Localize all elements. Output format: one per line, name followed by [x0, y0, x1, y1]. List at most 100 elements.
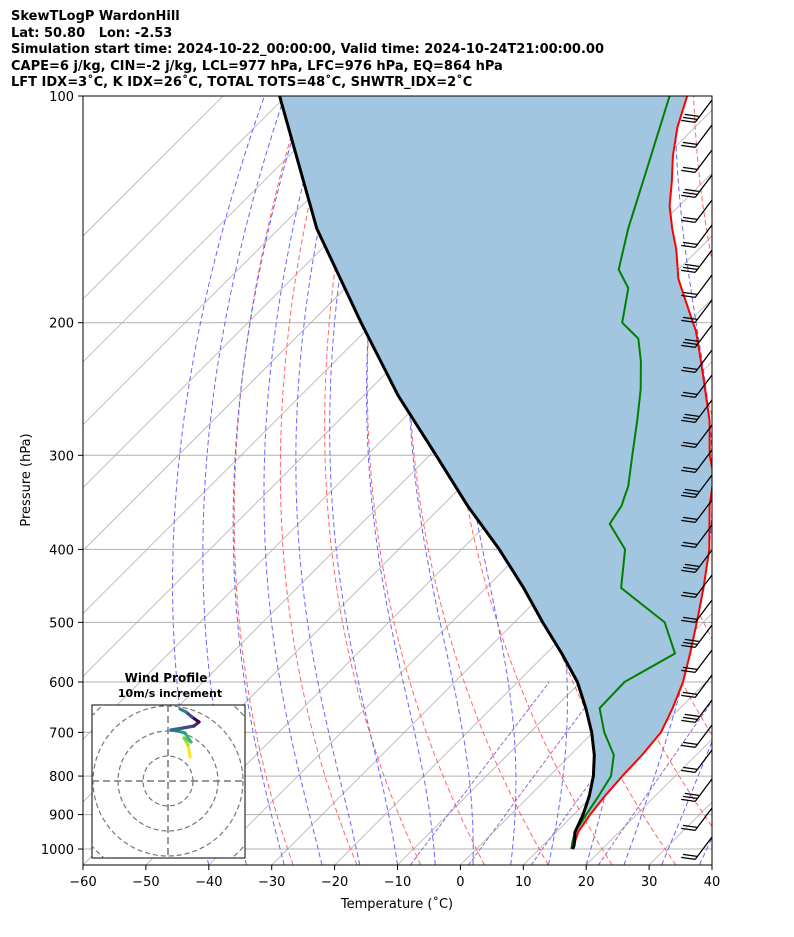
- hodograph-segment: [181, 724, 196, 730]
- wind-barb: [681, 807, 713, 832]
- inset-title: Wind Profile: [125, 671, 208, 685]
- y-tick-label: 200: [49, 317, 74, 332]
- moist-adiabat: [698, 836, 712, 865]
- moist-adiabat: [263, 96, 328, 865]
- location-line: Lat: 50.80 Lon: -2.53: [11, 25, 173, 41]
- moist-adiabat: [366, 96, 436, 865]
- wind-barb: [681, 549, 713, 574]
- wind-barb: [681, 524, 713, 549]
- wind-profile-inset: Wind Profile 10m/s increment: [91, 671, 246, 859]
- wind-barb: [681, 674, 713, 699]
- dry-adiabat: [366, 96, 485, 865]
- x-tick-label: 30: [641, 875, 658, 890]
- wind-barb: [681, 374, 713, 399]
- x-tick-label: −30: [258, 875, 285, 890]
- axis-ticks: −60 −50 −40 −30 −20 −10 0 10 20 30 40 1000 900 800 700…: [41, 90, 720, 890]
- wind-barb: [681, 324, 713, 349]
- y-axis-label: Pressure (hPa): [19, 433, 34, 526]
- x-tick-label: −20: [321, 875, 348, 890]
- mixing-ratio-line: [468, 681, 605, 865]
- moist-adiabat: [623, 96, 712, 865]
- wind-barbs: [681, 99, 713, 861]
- isotherm: [83, 96, 224, 237]
- moist-adiabat: [329, 96, 398, 865]
- parcel-line: [278, 96, 596, 850]
- y-tick-label: 1000: [41, 843, 74, 858]
- hodograph-segment: [186, 743, 192, 759]
- isotherm: [83, 96, 350, 363]
- isotherm: [775, 96, 794, 865]
- hodograph-segment: [169, 726, 185, 732]
- wind-barb: [681, 149, 713, 174]
- moist-adiabat: [232, 96, 306, 865]
- hodograph-segment: [178, 707, 188, 714]
- chart-title: SkewTLogP WardonHill: [11, 9, 180, 24]
- wind-barb: [681, 99, 713, 124]
- isotherm: [460, 612, 712, 865]
- inset-subtitle: 10m/s increment: [118, 687, 222, 700]
- wind-barb: [681, 574, 713, 599]
- wind-barb: [681, 599, 713, 624]
- isotherm: [334, 487, 712, 865]
- moist-adiabat: [661, 739, 712, 865]
- dry-adiabat: [279, 96, 358, 865]
- dry-adiabat: [233, 96, 304, 865]
- y-tick-label: 500: [49, 616, 74, 631]
- dewpoint-line: [570, 96, 676, 850]
- wind-barb: [681, 778, 713, 803]
- y-tick-label: 300: [49, 449, 74, 464]
- wind-barb: [681, 299, 713, 324]
- x-tick-label: −10: [384, 875, 411, 890]
- wind-barb: [681, 274, 713, 299]
- dry-adiabat: [759, 96, 794, 865]
- x-tick-label: −50: [132, 875, 159, 890]
- wind-barb: [681, 474, 713, 499]
- moist-adiabat: [202, 96, 286, 865]
- wind-barb: [681, 349, 713, 374]
- x-tick-label: 20: [578, 875, 595, 890]
- wind-barb: [681, 199, 713, 224]
- indices-line-2: LFT IDX=3˚C, K IDX=26˚C, TOTAL TOTS=48˚C…: [11, 75, 473, 90]
- wind-barb: [681, 836, 713, 861]
- wind-barb: [681, 449, 713, 474]
- isotherm: [83, 96, 412, 426]
- wind-barb: [681, 424, 713, 449]
- x-tick-label: 40: [704, 875, 721, 890]
- mixing-ratio-line: [409, 681, 550, 865]
- x-tick-label: −40: [195, 875, 222, 890]
- dry-adiabat: [726, 96, 794, 865]
- isotherm: [83, 96, 287, 300]
- cape-fill: [279, 96, 712, 849]
- dry-adiabat: [324, 96, 422, 865]
- isotherm: [397, 549, 712, 865]
- y-tick-label: 600: [49, 676, 74, 691]
- dry-adiabat: [660, 96, 712, 417]
- wind-barb: [681, 174, 713, 199]
- hodograph-segment: [183, 731, 193, 744]
- x-tick-label: 0: [456, 875, 464, 890]
- indices-line-1: CAPE=6 j/kg, CIN=-2 j/kg, LCL=977 hPa, L…: [11, 58, 503, 74]
- wind-barb: [681, 624, 713, 649]
- x-axis-label: Temperature (˚C): [340, 896, 453, 912]
- y-tick-label: 700: [49, 726, 74, 741]
- y-tick-label: 100: [49, 90, 74, 105]
- mixing-ratio-line: [597, 700, 712, 865]
- cape-area: [279, 96, 712, 849]
- wind-barb: [681, 749, 713, 774]
- x-tick-label: −60: [69, 875, 96, 890]
- wind-barb: [681, 699, 713, 724]
- y-tick-label: 800: [49, 770, 74, 785]
- isotherm: [711, 864, 712, 865]
- x-tick-label: 10: [515, 875, 532, 890]
- wind-barb: [681, 649, 713, 674]
- wind-barb: [681, 499, 713, 524]
- moist-adiabat: [295, 96, 361, 865]
- wind-barb: [681, 399, 713, 424]
- wind-barb: [681, 224, 713, 249]
- wind-barb: [681, 124, 713, 149]
- y-tick-label: 400: [49, 543, 74, 558]
- time-line: Simulation start time: 2024-10-22_00:00:…: [11, 42, 604, 57]
- chart-header: SkewTLogP WardonHill Lat: 50.80 Lon: -2.…: [11, 9, 604, 92]
- y-tick-label: 900: [49, 809, 74, 824]
